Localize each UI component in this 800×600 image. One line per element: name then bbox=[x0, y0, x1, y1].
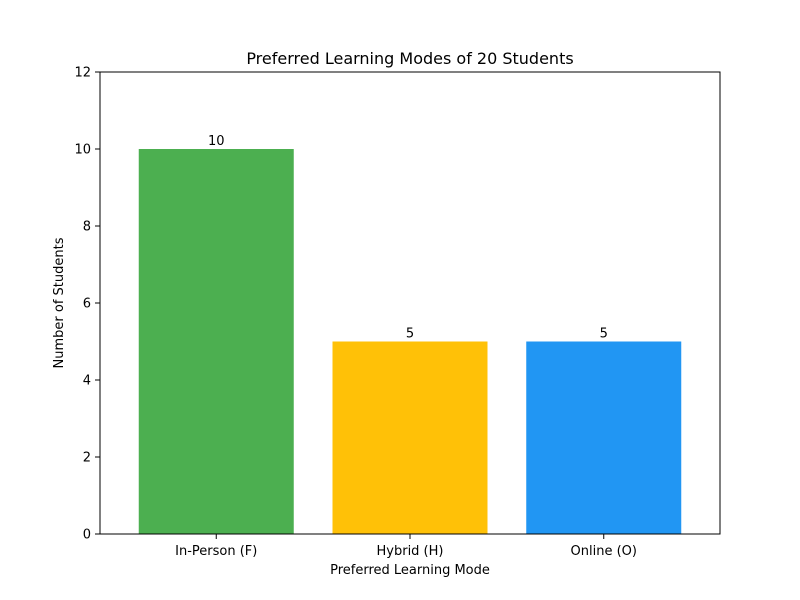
x-axis-label: Preferred Learning Mode bbox=[330, 563, 490, 578]
bar bbox=[138, 149, 294, 534]
bar bbox=[332, 341, 488, 534]
y-tick-label: 8 bbox=[83, 220, 91, 235]
y-tick-label: 0 bbox=[83, 528, 91, 543]
x-axis: In-Person (F) Hybrid (H) Online (O) bbox=[175, 534, 637, 559]
y-tick-label: 2 bbox=[83, 451, 91, 466]
x-tick-label: Online (O) bbox=[571, 544, 637, 559]
bar-value-label: 5 bbox=[600, 327, 608, 342]
y-tick-label: 10 bbox=[74, 143, 91, 158]
x-tick-label: Hybrid (H) bbox=[377, 544, 444, 559]
y-axis: 0 2 4 6 8 10 12 bbox=[74, 66, 100, 543]
plot-area: 10 5 5 bbox=[138, 134, 682, 534]
y-tick-label: 12 bbox=[74, 66, 91, 81]
bar-value-label: 10 bbox=[208, 134, 225, 149]
y-axis-label: Number of Students bbox=[52, 237, 67, 368]
bar-value-label: 5 bbox=[406, 327, 414, 342]
y-tick-label: 4 bbox=[83, 374, 91, 389]
bar bbox=[526, 341, 682, 534]
x-tick-label: In-Person (F) bbox=[175, 544, 257, 559]
y-tick-label: 6 bbox=[83, 297, 91, 312]
chart-title: Preferred Learning Modes of 20 Students bbox=[246, 49, 573, 68]
